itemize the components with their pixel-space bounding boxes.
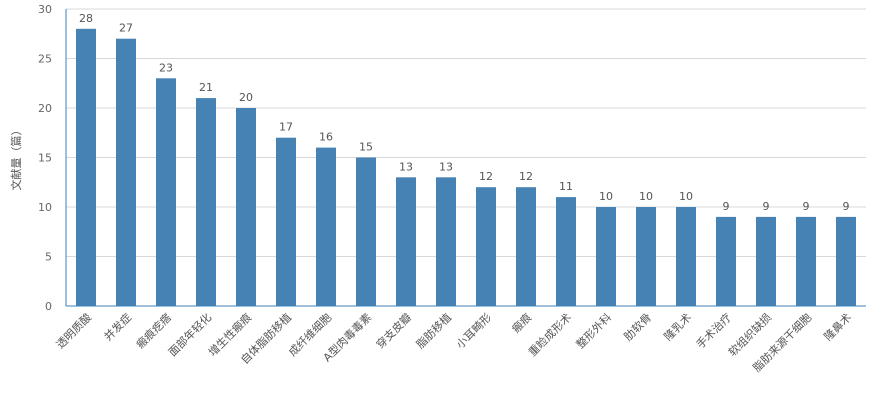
bar[interactable] — [716, 216, 736, 306]
x-tick-label: 瘢痕 — [509, 310, 534, 335]
bar[interactable] — [436, 177, 456, 306]
data-labels: 28 27 23 21 20 17 16 15 13 13 12 12 11 10 10 10 9 9 9 9 — [79, 12, 850, 213]
data-label: 9 — [763, 200, 770, 213]
bar[interactable] — [316, 147, 336, 306]
x-tick-label: 瘢痕疙瘩 — [133, 310, 174, 351]
data-label: 20 — [239, 91, 253, 104]
bar[interactable] — [76, 28, 96, 307]
x-tick-label: 隆鼻术 — [821, 310, 854, 343]
bar[interactable] — [196, 98, 216, 306]
y-axis-title: 文献量（篇） — [9, 125, 23, 191]
bar[interactable] — [756, 216, 776, 306]
y-tick-label: 10 — [38, 201, 52, 214]
x-tick-label: 透明质酸 — [53, 310, 94, 351]
x-tick-label: 重睑成形术 — [525, 310, 574, 359]
x-tick-label: 小耳畸形 — [453, 310, 494, 351]
grid-lines — [66, 8, 866, 257]
bars — [76, 28, 856, 307]
data-label: 12 — [479, 170, 493, 183]
axes — [65, 9, 866, 307]
bar[interactable] — [836, 216, 856, 306]
x-tick-label: 穿支皮瓣 — [373, 310, 414, 351]
bar[interactable] — [356, 157, 376, 307]
data-label: 23 — [159, 61, 173, 74]
data-label: 13 — [439, 160, 453, 173]
data-label: 10 — [639, 190, 653, 203]
x-tick-label: 整形外科 — [573, 310, 614, 351]
y-tick-label: 0 — [45, 300, 52, 313]
data-label: 9 — [843, 200, 850, 213]
bar[interactable] — [596, 207, 616, 306]
data-label: 15 — [359, 141, 373, 154]
bar[interactable] — [636, 207, 656, 306]
bar[interactable] — [156, 78, 176, 306]
data-label: 12 — [519, 170, 533, 183]
bar[interactable] — [556, 197, 576, 306]
bar[interactable] — [396, 177, 416, 306]
data-label: 27 — [119, 22, 133, 35]
data-label: 10 — [679, 190, 693, 203]
bar[interactable] — [796, 216, 816, 306]
data-label: 21 — [199, 81, 213, 94]
bar[interactable] — [676, 207, 696, 306]
data-label: 9 — [723, 200, 730, 213]
y-tick-labels: 0 5 10 15 20 25 30 — [38, 3, 52, 313]
data-label: 16 — [319, 131, 333, 144]
data-label: 28 — [79, 12, 93, 25]
data-label: 13 — [399, 160, 413, 173]
y-tick-label: 5 — [45, 251, 52, 264]
y-tick-label: 20 — [38, 102, 52, 115]
bar[interactable] — [476, 187, 496, 306]
x-tick-label: 脂肪移植 — [413, 310, 454, 351]
x-tick-label: 隆乳术 — [661, 310, 694, 343]
data-label: 17 — [279, 121, 293, 134]
data-label: 11 — [559, 180, 573, 193]
bar[interactable] — [236, 108, 256, 306]
x-tick-label: 手术治疗 — [693, 310, 734, 351]
y-tick-label: 15 — [38, 152, 52, 165]
bar[interactable] — [516, 187, 536, 306]
data-label: 10 — [599, 190, 613, 203]
bar[interactable] — [116, 38, 136, 306]
data-label: 9 — [803, 200, 810, 213]
y-tick-label: 25 — [38, 53, 52, 66]
x-tick-label: 并发症 — [101, 310, 134, 343]
y-tick-label: 30 — [38, 3, 52, 16]
x-tick-label: 肋软骨 — [621, 310, 654, 343]
bar[interactable] — [276, 137, 296, 306]
